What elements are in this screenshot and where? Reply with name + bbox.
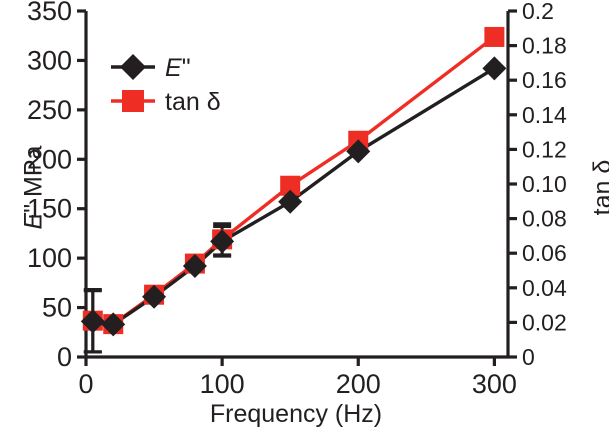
data-point-marker-square (280, 175, 301, 196)
y-axis-right-tick-label: 0.04 (522, 275, 567, 301)
y-axis-left-tick-label: 0 (57, 342, 72, 372)
y-axis-right-tick-label: 0.10 (522, 171, 567, 197)
y-axis-left-tick-label: 200 (27, 144, 72, 174)
y-axis-right-tick-label: 0.02 (522, 309, 567, 335)
data-point-marker-diamond (142, 284, 167, 309)
y-axis-right-tick-label: 0 (522, 344, 535, 370)
y-axis-right-tick-label: 0.18 (522, 33, 567, 59)
y-axis-left-title: E" MPa (19, 145, 48, 230)
y-axis-left-tick-label: 100 (27, 243, 72, 273)
y-axis-left-tick-label: 300 (27, 45, 72, 75)
x-axis-title: Frequency (Hz) (209, 400, 383, 428)
legend-marker-diamond (120, 54, 146, 80)
x-axis-tick-label: 0 (78, 369, 93, 399)
x-axis-tick-label: 300 (472, 369, 517, 399)
y-axis-left-tick-label: 50 (42, 293, 72, 323)
data-point-marker-square (484, 26, 505, 47)
data-point-marker-diamond (482, 56, 507, 81)
x-axis-tick-label: 100 (200, 369, 245, 399)
data-point-marker-diamond (278, 189, 303, 214)
y-axis-right-tick-label: 0.14 (522, 102, 567, 128)
legend-marker-square (122, 90, 144, 112)
y-axis-right-tick-label: 0.2 (522, 0, 554, 24)
y-axis-right-tick-label: 0.16 (522, 67, 567, 93)
data-point-marker-diamond (182, 254, 207, 279)
legend-label-2: tan δ (165, 88, 221, 116)
y-axis-left-tick-label: 250 (27, 95, 72, 125)
legend-label-1: E" (165, 54, 191, 82)
data-point-marker-diamond (101, 312, 126, 337)
y-axis-left-tick-label: 150 (27, 194, 72, 224)
y-axis-left-tick-label: 350 (27, 0, 72, 26)
data-point-marker-diamond (80, 309, 105, 334)
y-axis-right-title: tan δ (588, 160, 609, 216)
data-point-marker-diamond (346, 139, 371, 164)
x-axis-tick-label: 200 (336, 369, 381, 399)
y-axis-right-tick-label: 0.06 (522, 240, 567, 266)
y-axis-right-tick-label: 0.08 (522, 206, 567, 232)
y-axis-right-tick-label: 0.12 (522, 136, 567, 162)
data-point-marker-diamond (210, 229, 235, 254)
